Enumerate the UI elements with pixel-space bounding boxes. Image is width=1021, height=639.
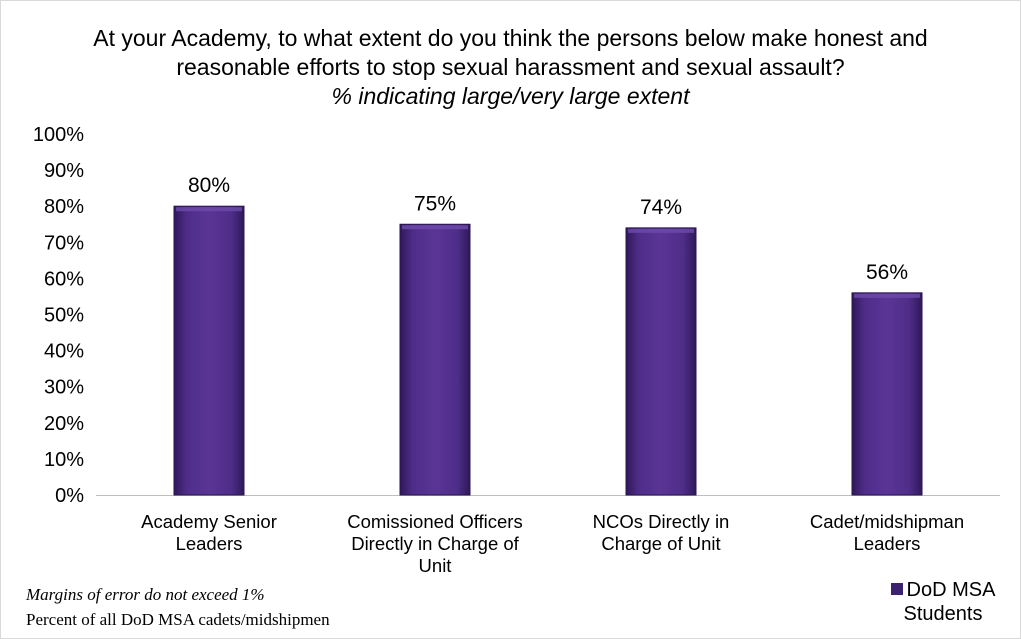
x-tick-label: Leaders (176, 533, 243, 554)
y-tick-label: 20% (44, 413, 84, 435)
data-label: 75% (414, 192, 456, 215)
data-label: 56% (866, 261, 908, 284)
x-tick-label: Academy Senior (141, 511, 277, 532)
bar-bevel (628, 228, 694, 233)
bar (399, 223, 471, 496)
legend-entry: DoD MSA (873, 578, 1013, 602)
bar-bevel (402, 225, 468, 230)
y-tick-label: 0% (55, 485, 84, 507)
bar-bevel (176, 207, 242, 212)
bar-series (173, 205, 923, 496)
y-axis: 0% 10% 20% 30% 40% 50% 60% 70% 80% 90% 100% (33, 124, 84, 507)
x-tick-label: Leaders (854, 533, 921, 554)
chart-title: At your Academy, to what extent do you t… (0, 24, 1021, 111)
x-tick-label: Charge of Unit (601, 533, 720, 554)
y-tick-label: 90% (44, 160, 84, 182)
bar (851, 292, 923, 496)
legend: DoD MSA Students (873, 578, 1013, 626)
x-tick-label: Cadet/midshipman (810, 511, 964, 532)
x-tick-label: Unit (419, 555, 452, 576)
bar (625, 227, 697, 496)
y-tick-label: 50% (44, 305, 84, 327)
data-labels: 80% 75% 74% 56% (188, 174, 908, 284)
data-label: 74% (640, 196, 682, 219)
population-note: Percent of all DoD MSA cadets/midshipmen (26, 610, 330, 629)
legend-label-line-1: DoD MSA (906, 579, 996, 601)
y-tick-label: 60% (44, 268, 84, 290)
y-tick-label: 100% (33, 124, 84, 146)
y-tick-label: 40% (44, 341, 84, 363)
x-tick-label: Directly in Charge of (351, 533, 519, 554)
y-tick-label: 10% (44, 449, 84, 471)
y-tick-label: 80% (44, 196, 84, 218)
bar-bevel (854, 293, 920, 298)
legend-label-line-2: Students (903, 603, 983, 625)
bar (173, 205, 245, 496)
x-tick-label: NCOs Directly in (593, 511, 730, 532)
chart-subtitle: % indicating large/very large extent (331, 83, 690, 109)
margin-of-error-note: Margins of error do not exceed 1% (26, 585, 265, 604)
legend-swatch (890, 583, 903, 595)
y-tick-label: 70% (44, 232, 84, 254)
x-tick-label: Comissioned Officers (347, 511, 522, 532)
data-label: 80% (188, 174, 230, 197)
chart-title-line-2: reasonable efforts to stop sexual harass… (176, 54, 845, 80)
chart-title-line-1: At your Academy, to what extent do you t… (93, 25, 928, 51)
y-tick-label: 30% (44, 377, 84, 399)
